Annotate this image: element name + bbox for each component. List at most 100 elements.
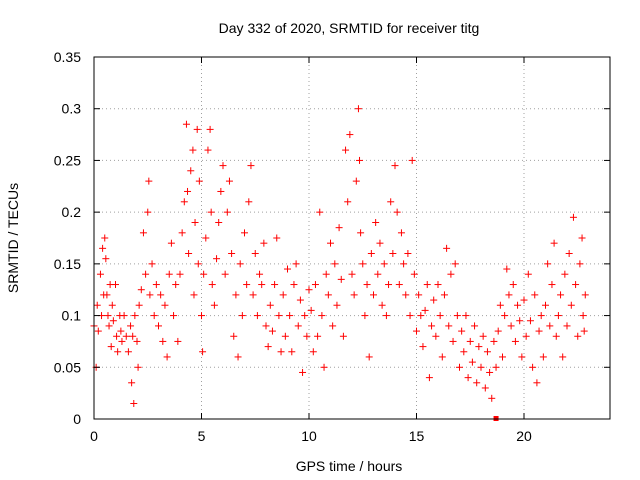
data-point [531, 291, 539, 299]
data-point [195, 177, 203, 185]
data-point [316, 208, 324, 216]
data-point [109, 317, 117, 325]
data-point [320, 363, 328, 371]
data-point [260, 239, 268, 247]
data-point [99, 244, 107, 252]
data-point [102, 255, 110, 263]
data-point [236, 260, 244, 268]
data-point [443, 244, 451, 252]
data-point [335, 224, 343, 232]
chart-title: Day 332 of 2020, SRMTID for receiver tit… [219, 20, 480, 36]
data-point [514, 301, 522, 309]
data-point [137, 286, 145, 294]
data-point [142, 270, 150, 278]
data-point [365, 353, 373, 361]
data-point [170, 312, 178, 320]
data-point [567, 301, 575, 309]
data-point [139, 229, 147, 237]
data-point [245, 198, 253, 206]
x-tick-label: 10 [301, 428, 317, 444]
data-point [157, 291, 165, 299]
data-point [406, 312, 414, 320]
data-point [380, 260, 388, 268]
data-point [475, 343, 483, 351]
data-point [357, 229, 365, 237]
data-point [232, 291, 240, 299]
data-point [376, 239, 384, 247]
data-point [129, 332, 137, 340]
data-point [107, 343, 115, 351]
data-point [337, 275, 345, 283]
grid-lines [94, 57, 610, 419]
data-point [172, 281, 180, 289]
data-point [436, 312, 444, 320]
data-point [189, 146, 197, 154]
data-point [117, 327, 125, 335]
data-point [561, 270, 569, 278]
y-tick-label: 0.35 [54, 49, 81, 65]
data-point [574, 332, 582, 340]
data-point [356, 156, 364, 164]
data-point [152, 281, 160, 289]
data-point [447, 270, 455, 278]
data-point [499, 353, 506, 361]
data-point [413, 327, 420, 335]
data-point [419, 343, 427, 351]
data-point [466, 337, 474, 345]
data-point [120, 312, 128, 320]
data-point [479, 332, 487, 340]
data-point [526, 317, 534, 325]
data-point [247, 162, 255, 170]
data-point [290, 281, 298, 289]
data-point [221, 270, 229, 278]
data-point [579, 312, 587, 320]
data-point [333, 301, 341, 309]
y-tick-label: 0.15 [54, 256, 81, 272]
data-point [544, 260, 552, 268]
data-point [404, 250, 412, 258]
data-point [346, 131, 354, 139]
data-point [331, 260, 339, 268]
x-tick-label: 15 [409, 428, 425, 444]
data-point [108, 301, 116, 309]
data-point [352, 177, 360, 185]
data-point [148, 260, 156, 268]
data-point [400, 260, 408, 268]
data-point [423, 281, 431, 289]
data-point [114, 348, 122, 356]
x-axis-title: GPS time / hours [296, 458, 403, 474]
y-tick-label: 0.2 [62, 204, 82, 220]
data-point [477, 363, 485, 371]
data-point [176, 270, 184, 278]
data-point [397, 229, 405, 237]
data-point [288, 348, 296, 356]
data-point [96, 270, 104, 278]
data-point [273, 234, 281, 242]
data-point [486, 368, 494, 376]
data-point [234, 353, 242, 361]
data-point [105, 322, 113, 330]
data-point [451, 260, 459, 268]
data-point [207, 208, 215, 216]
data-point [228, 250, 236, 258]
data-point [464, 374, 472, 382]
y-axis-title: SRMTID / TECUs [5, 183, 21, 293]
data-point [144, 208, 152, 216]
data-point [374, 270, 382, 278]
data-point [145, 177, 153, 185]
data-point [206, 125, 214, 133]
data-point [348, 270, 356, 278]
data-point [279, 291, 287, 299]
data-point [505, 291, 513, 299]
y-tick-label: 0.25 [54, 152, 81, 168]
data-point [135, 301, 143, 309]
data-point [301, 312, 309, 320]
data-point [535, 327, 543, 335]
data-point [284, 265, 291, 273]
data-point [180, 198, 188, 206]
data-point [198, 312, 205, 320]
data-point [440, 291, 448, 299]
data-point [178, 229, 186, 237]
data-point [542, 301, 549, 309]
